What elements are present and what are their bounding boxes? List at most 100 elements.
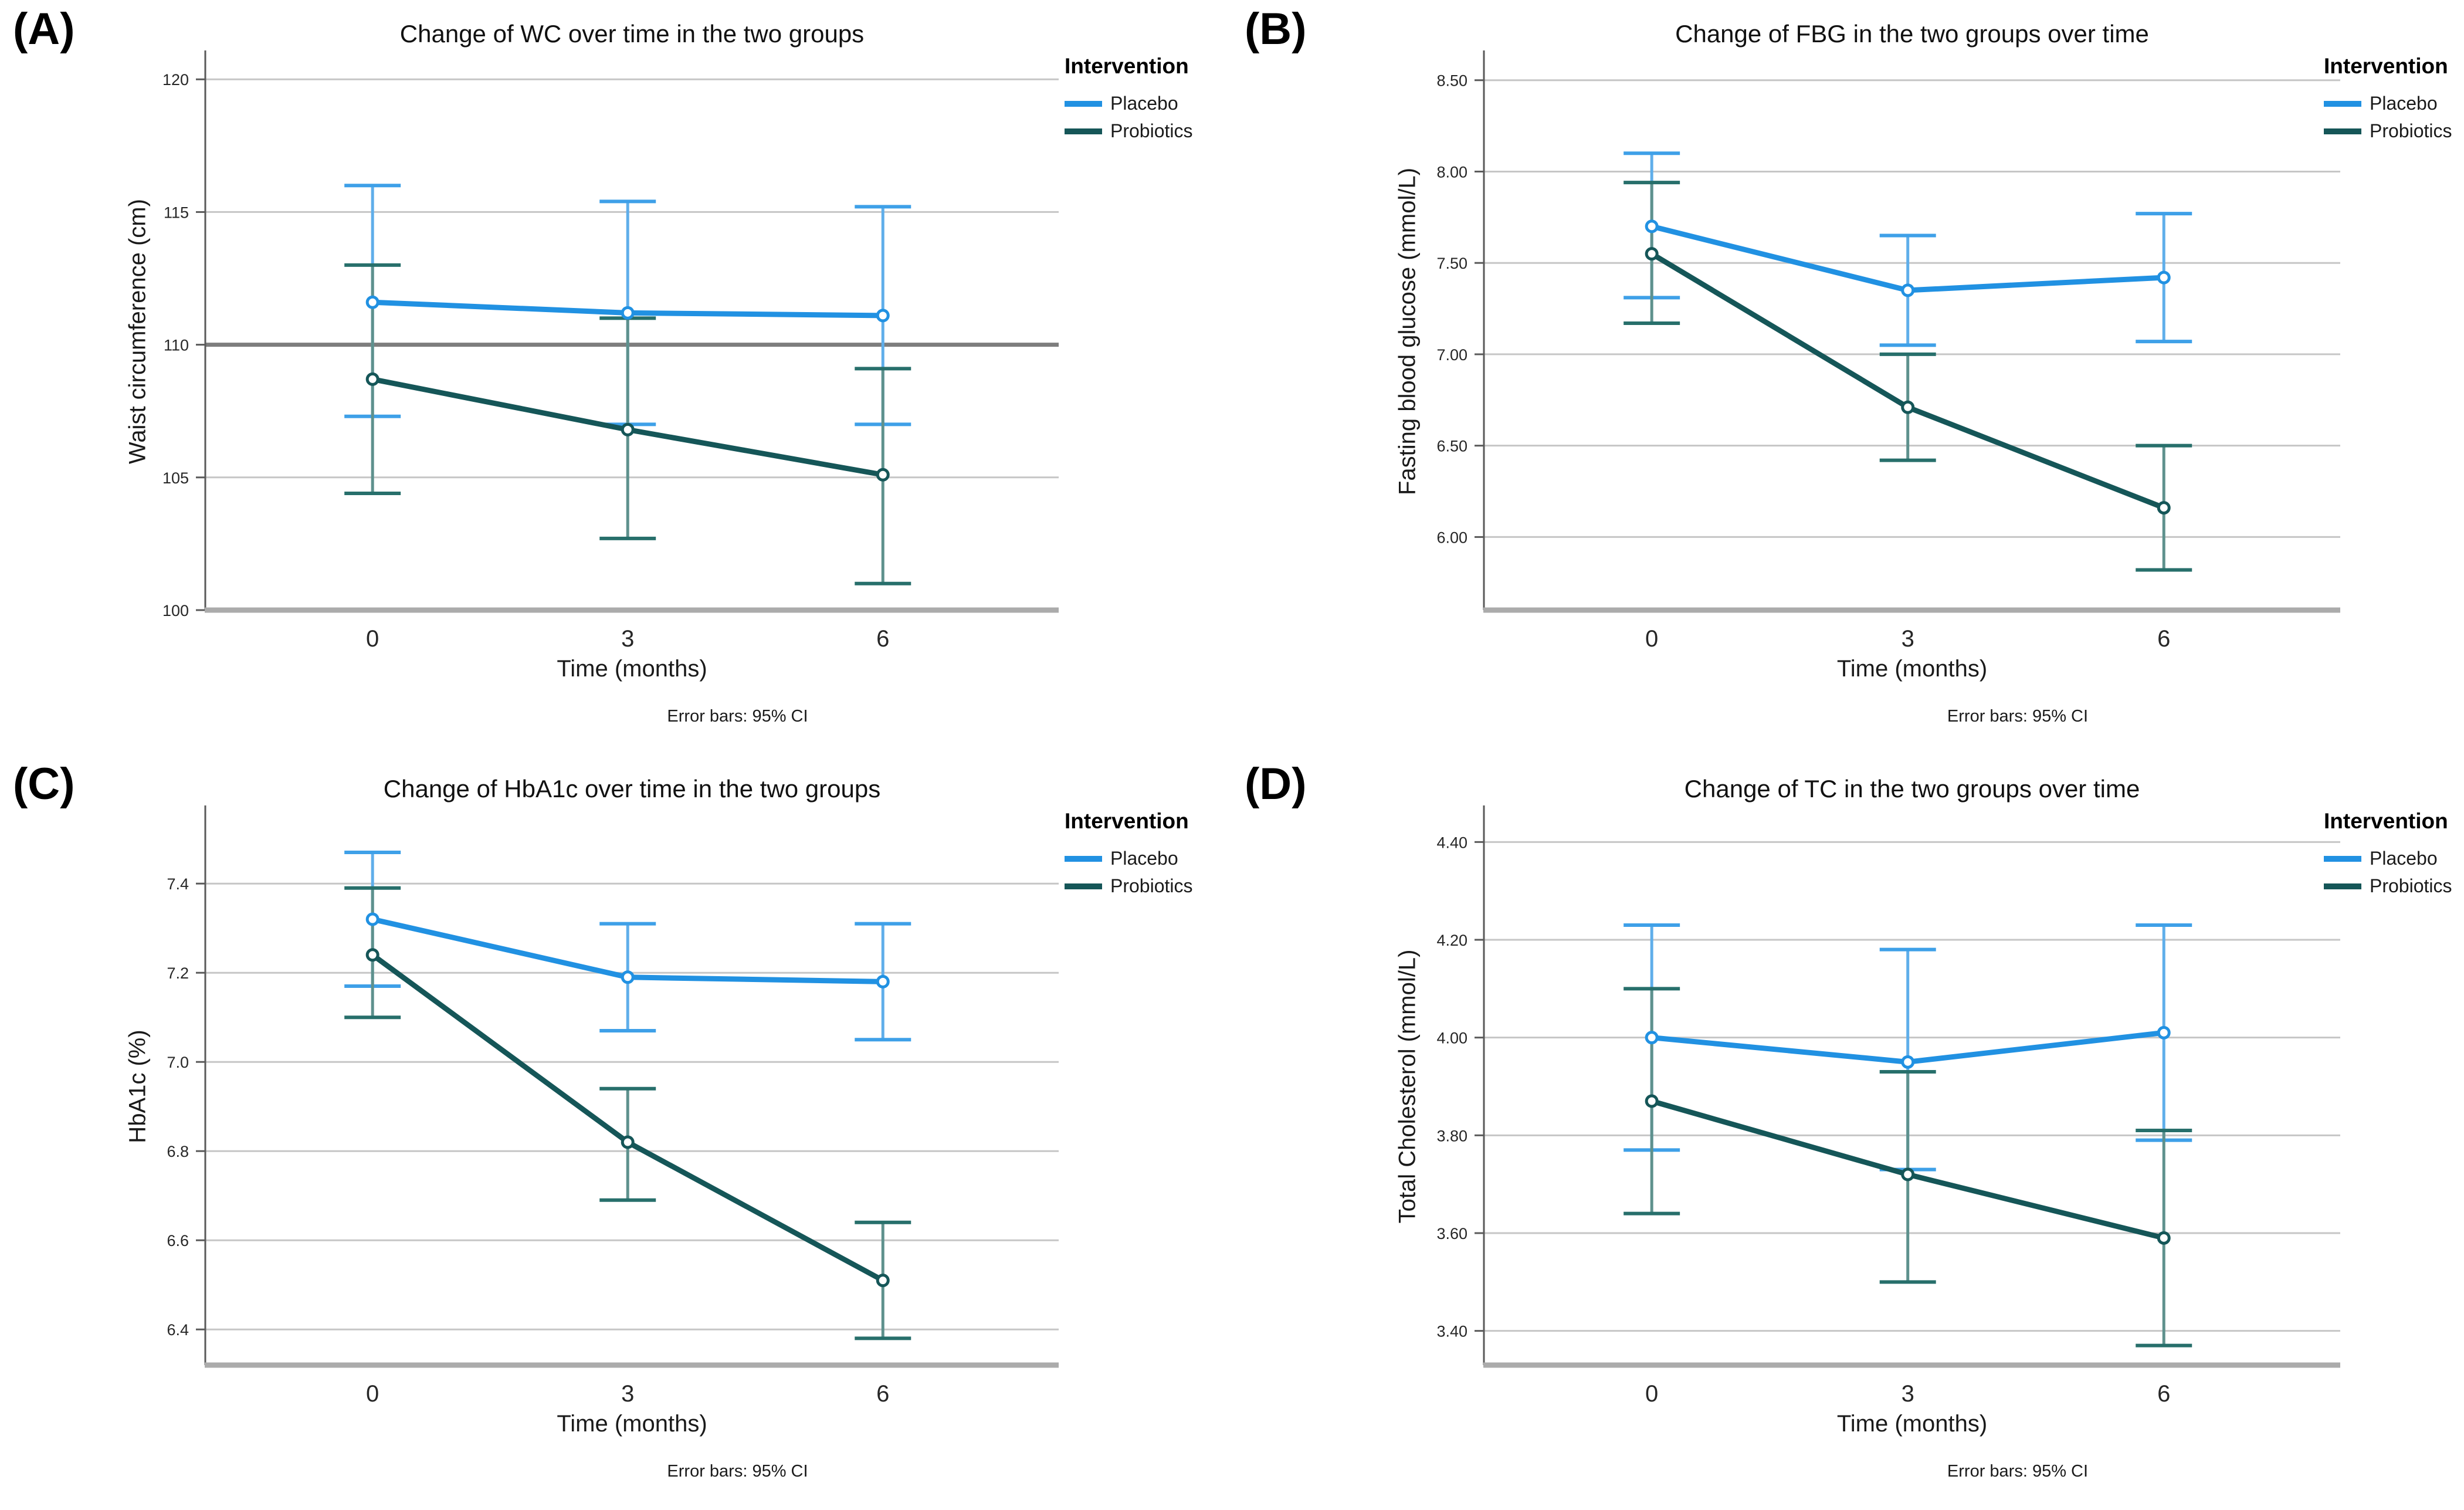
y-tick-label: 3.40 — [1436, 1323, 1467, 1340]
data-point-marker — [1901, 283, 1915, 297]
y-tick-label: 6.6 — [167, 1232, 189, 1250]
legend-item: Probiotics — [1065, 120, 1193, 142]
legend-swatch-placebo — [2324, 855, 2361, 862]
data-point-marker — [2157, 1025, 2171, 1040]
y-tick-label: 100 — [162, 602, 189, 619]
legend-swatch-placebo — [1065, 100, 1102, 107]
legend-title: Intervention — [2324, 54, 2448, 78]
data-point-marker — [365, 295, 379, 309]
x-tick-label: 6 — [876, 1381, 889, 1407]
data-point-marker — [1645, 219, 1659, 233]
legend-title: Intervention — [1065, 54, 1189, 78]
data-point-marker — [1645, 1031, 1659, 1045]
panel-a: (A) Change of WC over time in the two gr… — [0, 0, 1232, 755]
error-bars-caption: Error bars: 95% CI — [667, 1462, 808, 1481]
x-axis-label: Time (months) — [1836, 1411, 1988, 1437]
legend-item-label: Placebo — [1110, 848, 1178, 869]
panel-label: (A) — [13, 4, 75, 54]
legend-item-label: Probiotics — [2370, 120, 2452, 141]
x-tick-label: 0 — [366, 626, 379, 652]
legend: Intervention Placebo Probiotics — [2324, 54, 2452, 148]
y-tick-label: 6.8 — [167, 1143, 189, 1160]
data-point-marker — [365, 372, 379, 386]
plot-area: 3.40 3.60 3.80 4.00 4.20 4.40 0 3 6 — [1436, 805, 2340, 1407]
data-point-marker — [365, 948, 379, 962]
legend-item: Placebo — [2324, 848, 2452, 869]
legend-item-label: Probiotics — [2370, 875, 2452, 896]
x-tick-label: 6 — [2157, 1381, 2170, 1407]
legend-item: Probiotics — [1065, 875, 1193, 897]
y-tick-label: 7.00 — [1436, 346, 1467, 364]
y-tick-label: 6.50 — [1436, 438, 1467, 455]
y-tick-label: 7.50 — [1436, 255, 1467, 272]
chart-title: Change of FBG in the two groups over tim… — [1675, 20, 2149, 48]
data-point-marker — [1901, 1055, 1915, 1069]
legend-swatch-placebo — [2324, 100, 2361, 107]
panel-label: (D) — [1245, 759, 1307, 809]
legend-item-label: Probiotics — [1110, 120, 1193, 141]
x-tick-label: 0 — [1645, 626, 1658, 652]
legend: Intervention Placebo Probiotics — [2324, 809, 2452, 903]
data-point-marker — [1645, 1094, 1659, 1108]
legend-item-label: Probiotics — [1110, 875, 1193, 896]
data-point-marker — [876, 1274, 890, 1288]
y-tick-label: 6.00 — [1436, 529, 1467, 546]
legend-item: Probiotics — [2324, 120, 2452, 142]
error-bars-caption: Error bars: 95% CI — [667, 707, 808, 726]
data-point-marker — [621, 1135, 635, 1149]
data-point-marker — [1645, 247, 1659, 261]
x-tick-label: 3 — [1902, 626, 1914, 652]
x-axis-label: Time (months) — [557, 1411, 707, 1437]
y-tick-label: 110 — [164, 337, 189, 354]
panel-label: (C) — [13, 759, 75, 809]
data-point-marker — [2157, 270, 2171, 285]
legend-swatch-probiotics — [2324, 128, 2361, 134]
y-tick-label: 105 — [162, 469, 189, 487]
data-point-marker — [876, 309, 890, 323]
legend-item-label: Placebo — [2370, 848, 2438, 869]
y-tick-label: 4.20 — [1436, 932, 1467, 949]
y-tick-label: 6.4 — [167, 1321, 189, 1339]
data-point-marker — [2157, 1231, 2171, 1245]
legend-item: Placebo — [1065, 93, 1193, 114]
chart-title: Change of WC over time in the two groups — [399, 20, 865, 48]
plot-area: 6.4 6.6 6.8 7.0 7.2 7.4 0 3 6 — [167, 805, 1059, 1407]
data-point-marker — [876, 974, 890, 988]
y-tick-label: 120 — [162, 71, 189, 89]
legend-swatch-probiotics — [2324, 883, 2361, 889]
chart-title: Change of HbA1c over time in the two gro… — [383, 775, 881, 803]
y-tick-label: 115 — [164, 204, 189, 221]
legend-title: Intervention — [2324, 809, 2448, 833]
data-point-marker — [876, 468, 890, 482]
plot-area: 6.00 6.50 7.00 7.50 8.00 8.50 0 3 6 — [1436, 50, 2340, 652]
x-tick-label: 6 — [876, 626, 889, 652]
x-tick-label: 3 — [621, 1381, 634, 1407]
x-axis-label: Time (months) — [1836, 656, 1988, 682]
data-point-marker — [365, 912, 379, 926]
plot-area: 100 105 110 115 120 0 3 6 — [162, 50, 1059, 652]
panel-d: (D) Change of TC in the two groups over … — [1232, 755, 2464, 1510]
y-tick-label: 3.80 — [1436, 1127, 1467, 1145]
legend: Intervention Placebo Probiotics — [1065, 809, 1193, 903]
data-point-marker — [2157, 501, 2171, 515]
error-bars-caption: Error bars: 95% CI — [1947, 707, 2089, 726]
legend-item: Placebo — [2324, 93, 2452, 114]
y-tick-label: 4.00 — [1436, 1030, 1467, 1047]
data-point-marker — [621, 970, 635, 984]
x-tick-label: 0 — [1645, 1381, 1658, 1407]
legend-item-label: Placebo — [1110, 93, 1178, 114]
error-bars-caption: Error bars: 95% CI — [1947, 1462, 2089, 1481]
chart-title: Change of TC in the two groups over time — [1684, 775, 2140, 803]
y-tick-label: 7.0 — [167, 1054, 189, 1071]
data-point-marker — [1901, 400, 1915, 414]
y-tick-label: 4.40 — [1436, 834, 1467, 851]
data-point-marker — [1901, 1167, 1915, 1181]
y-tick-label: 7.4 — [167, 875, 189, 893]
data-point-marker — [621, 422, 635, 436]
legend-swatch-probiotics — [1065, 883, 1102, 889]
legend-swatch-probiotics — [1065, 128, 1102, 134]
legend-swatch-placebo — [1065, 855, 1102, 862]
x-tick-label: 3 — [1902, 1381, 1914, 1407]
y-tick-label: 8.50 — [1436, 72, 1467, 90]
legend: Intervention Placebo Probiotics — [1065, 54, 1193, 148]
